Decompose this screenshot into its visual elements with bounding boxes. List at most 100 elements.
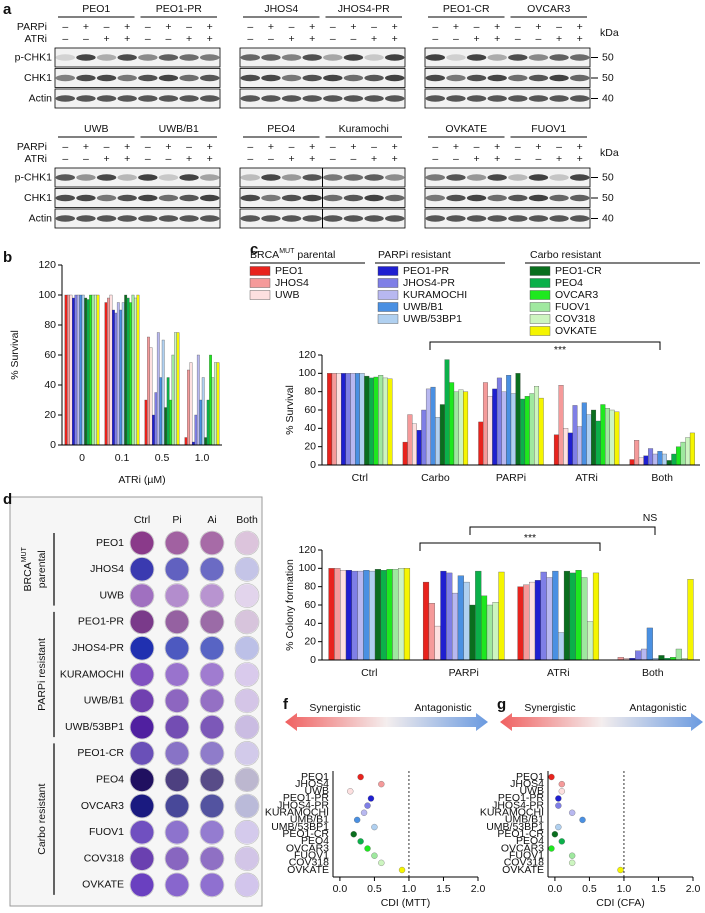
bar (216, 362, 220, 446)
bar (169, 399, 172, 446)
blot-band (466, 174, 487, 181)
bar (425, 388, 431, 466)
blot-band (240, 95, 261, 102)
treatment-sign: – (556, 21, 562, 33)
blot-band (466, 215, 487, 222)
colony-well-bg (234, 767, 260, 793)
colony-well-bg (234, 872, 260, 898)
treatment-sign: + (83, 141, 89, 153)
bar (538, 397, 544, 466)
row-label: UMB/B1 (290, 814, 329, 826)
blot-strip (424, 68, 591, 88)
bar (458, 389, 464, 466)
blot-band (199, 174, 220, 181)
bar (685, 437, 691, 466)
dot (548, 845, 555, 852)
treatment-label: ATRi (24, 153, 47, 165)
treatment-sign: + (309, 141, 315, 153)
blot-band (76, 54, 96, 61)
blot-band (138, 95, 158, 102)
x-tick-label: 0.5 (367, 883, 382, 895)
blot-band (199, 54, 220, 61)
colony-well (235, 531, 259, 555)
treatment-sign: – (474, 21, 480, 33)
treatment-sign: – (515, 33, 521, 45)
blot-band (508, 74, 528, 82)
colony-well (130, 610, 154, 634)
bar (481, 595, 488, 661)
treatment-sign: – (62, 21, 68, 33)
bar (657, 451, 663, 466)
colony-well-bg (234, 609, 260, 635)
treatment-sign: – (453, 153, 459, 165)
blot-band (508, 54, 528, 61)
blot-band (569, 54, 590, 61)
legend-swatch (249, 278, 271, 288)
treatment-sign: – (62, 33, 68, 45)
blot-band (240, 194, 261, 202)
bar (575, 570, 582, 661)
dot (354, 816, 361, 824)
blot-band (179, 74, 199, 82)
blot-band (466, 95, 487, 102)
row-label: PEO4 (301, 835, 329, 847)
blot-band (76, 215, 96, 222)
bar (629, 459, 635, 466)
treatment-sign: – (83, 153, 89, 165)
treatment-sign: – (186, 141, 192, 153)
colony-well (130, 663, 154, 686)
band-label: CHK1 (24, 192, 52, 204)
treatment-sign: – (432, 141, 438, 153)
blot-band (487, 95, 507, 102)
bar (336, 373, 342, 466)
bar (382, 377, 388, 466)
blot-band (549, 95, 569, 102)
blot-band (96, 74, 117, 82)
panel-label: c (250, 241, 258, 258)
legend-swatch (529, 314, 551, 324)
colony-well (165, 584, 189, 608)
bar (174, 332, 177, 446)
bar (444, 359, 450, 466)
bar (171, 354, 175, 446)
colony-well (200, 689, 224, 713)
row-label: PEO4 (516, 835, 544, 847)
cell-line-label: UWB/B1 (159, 123, 199, 135)
bar (154, 392, 158, 446)
blot-band (281, 194, 302, 202)
bar (131, 294, 135, 446)
band-label: Actin (29, 212, 53, 224)
group-label: BRCAMUT (21, 546, 33, 591)
bar (407, 414, 413, 466)
bar (156, 332, 160, 446)
bar (638, 457, 644, 466)
bar (96, 294, 100, 446)
colony-well (200, 610, 224, 634)
bar (675, 446, 681, 466)
bar (430, 386, 436, 466)
row-label: PEO1-CR (497, 828, 544, 840)
blot-strip (54, 68, 221, 88)
y-tick-label: 120 (298, 349, 316, 361)
row-label: UWB (305, 785, 330, 797)
bar (403, 568, 411, 661)
marker-label: 50 (602, 72, 614, 84)
colony-column-header: Pi (172, 514, 181, 526)
blot-band (384, 174, 405, 181)
treatment-sign: + (268, 141, 274, 153)
unit-label: kDa (600, 147, 619, 159)
bar (194, 414, 198, 446)
panel-label: b (3, 249, 12, 266)
colony-row-label: PEO1-CR (77, 747, 124, 759)
blot-band (446, 74, 466, 82)
colony-row-label: COV318 (84, 852, 124, 864)
bar (364, 375, 370, 466)
colony-well (200, 847, 224, 871)
blot-band (302, 174, 322, 181)
colony-well (200, 557, 224, 581)
treatment-label: ATRi (24, 33, 47, 45)
bar (76, 294, 80, 446)
blot-band (240, 74, 261, 82)
significance-bracket (429, 341, 661, 350)
